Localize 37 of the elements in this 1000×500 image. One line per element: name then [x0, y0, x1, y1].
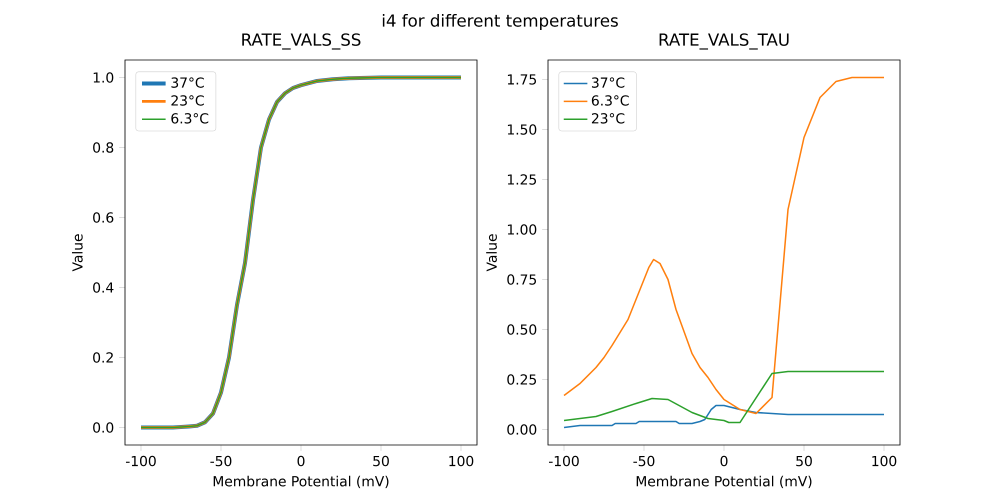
y-tick-label: 1.0	[94, 72, 114, 83]
x-tick-label: -100	[548, 456, 579, 466]
y-axis-title: Value	[486, 234, 497, 272]
x-axis-title: Membrane Potential (mV)	[636, 476, 812, 488]
x-tick-label: 50	[373, 456, 389, 466]
x-tick-label: 0	[720, 456, 728, 466]
legend-label: 23°C	[171, 95, 204, 106]
x-axis-title: Membrane Potential (mV)	[214, 476, 388, 488]
legend-label: 37°C	[171, 77, 204, 88]
y-tick-label: 0.50	[507, 324, 536, 335]
legend-label: 23°C	[592, 113, 624, 124]
legend-label: 37°C	[592, 77, 624, 88]
x-tick-label: -100	[126, 456, 156, 466]
y-tick-label: 0.00	[507, 424, 536, 435]
chart-title: RATE_VALS_SS	[242, 33, 360, 50]
x-tick-label: 50	[796, 456, 812, 466]
y-tick-label: 0.25	[507, 374, 536, 385]
legend-label: 6.3°C	[171, 113, 208, 124]
x-tick-label: 0	[298, 456, 304, 466]
y-tick-label: 0.8	[93, 142, 114, 153]
x-tick-label: -50	[633, 456, 654, 466]
x-tick-label: 100	[449, 456, 474, 466]
x-tick-label: 100	[872, 456, 896, 466]
y-tick-label: 0.75	[507, 274, 536, 285]
y-tick-label: 0.0	[93, 422, 114, 433]
x-tick-label: -50	[210, 456, 232, 466]
text: i4 for different temperatures	[382, 14, 618, 30]
legend-label: 6.3°C	[592, 95, 629, 106]
y-tick-label: 0.2	[93, 352, 113, 363]
y-tick-label: 1.50	[508, 124, 536, 135]
chart-title: RATE_VALS_TAU	[660, 33, 789, 50]
y-tick-label: 0.6	[93, 212, 114, 223]
y-tick-label: 1.00	[508, 224, 536, 235]
y-axis-title: Value	[72, 234, 83, 272]
y-tick-label: 0.4	[93, 282, 114, 293]
y-tick-label: 1.75	[508, 74, 536, 85]
y-tick-label: 1.25	[508, 174, 536, 185]
